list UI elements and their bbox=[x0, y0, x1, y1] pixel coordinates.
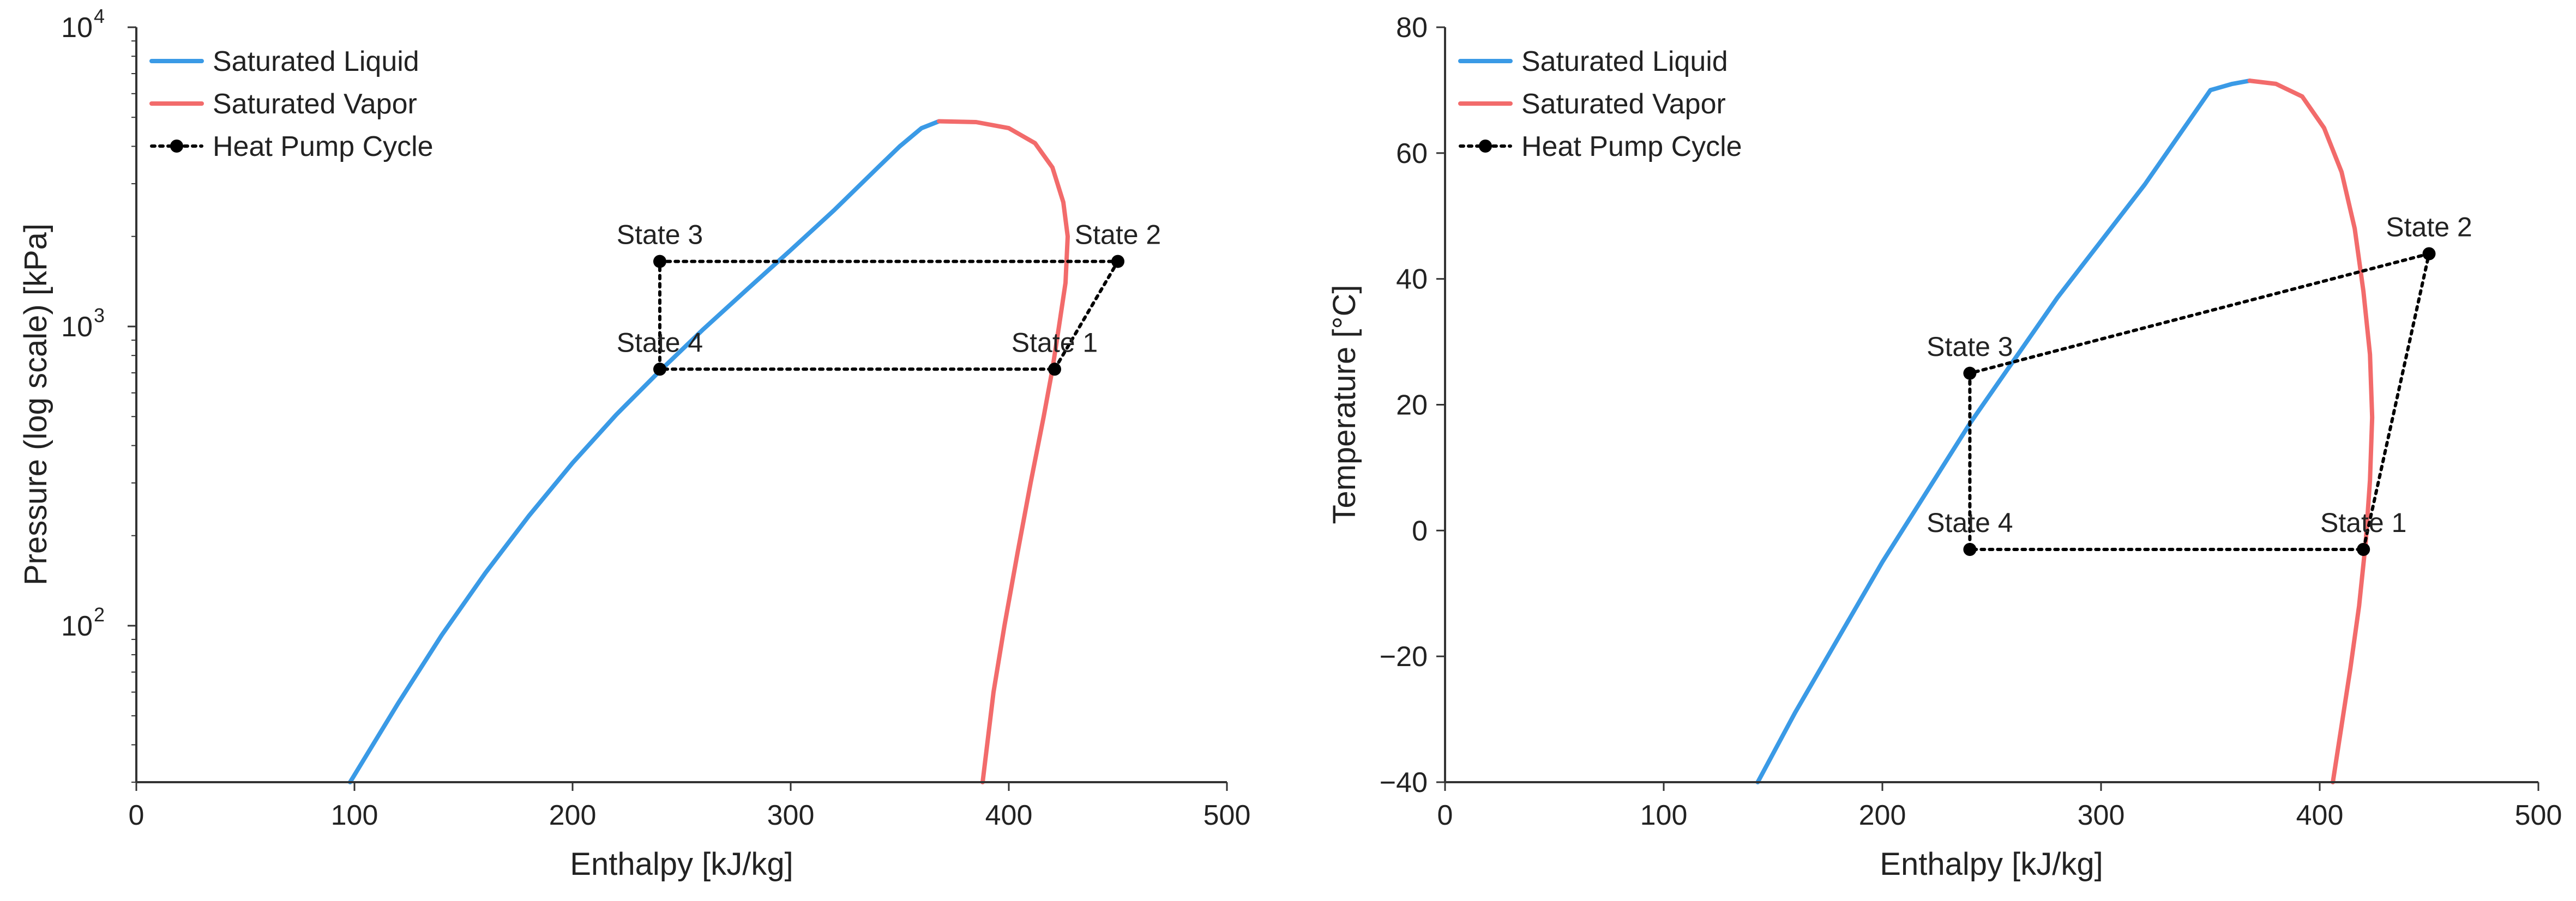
ph-x-tick-label: 0 bbox=[129, 800, 145, 831]
th-x-tick-label: 400 bbox=[2296, 800, 2344, 831]
ph-y-tick-label: 10 bbox=[61, 610, 93, 642]
ph-state-label: State 2 bbox=[1075, 220, 1161, 250]
th-legend-label: Saturated Liquid bbox=[1521, 46, 1728, 77]
ph-cycle-point bbox=[1111, 255, 1124, 268]
chart-ph: State 1 State 2 State 3 State 4 0 100 200 300 4… bbox=[18, 5, 1250, 882]
th-state-label: State 4 bbox=[1927, 507, 2013, 538]
th-y-tick-label: 60 bbox=[1396, 138, 1428, 170]
th-cycle-point bbox=[1963, 543, 1977, 556]
ph-cycle-point bbox=[653, 255, 666, 268]
th-cycle-point bbox=[2422, 247, 2436, 261]
th-y-tick-label: 80 bbox=[1396, 12, 1428, 44]
th-x-axis-title: Enthalpy [kJ/kg] bbox=[1880, 846, 2103, 882]
ph-y-tick-exponent: 4 bbox=[94, 5, 105, 27]
th-y-axis-title: Temperature [°C] bbox=[1327, 285, 1362, 524]
th-plot-layer: State 1 State 2 State 3 State 4 bbox=[1755, 78, 2472, 784]
ph-x-tick-label: 300 bbox=[767, 800, 815, 831]
ph-state-label: State 4 bbox=[617, 327, 703, 358]
th-cycle-point bbox=[1963, 366, 1977, 380]
ph-y-tick-exponent: 2 bbox=[94, 603, 105, 626]
th-series-liquid-line bbox=[1755, 78, 2252, 784]
th-state-label: State 2 bbox=[2386, 212, 2472, 243]
th-y-tick-label: −20 bbox=[1380, 641, 1428, 673]
ph-cycle-point bbox=[653, 362, 666, 376]
th-legend: Saturated Liquid Saturated Vapor Heat Pump… bbox=[1458, 46, 1742, 162]
th-legend-marker-cycle bbox=[1479, 140, 1492, 153]
th-x-tick-label: 300 bbox=[2078, 800, 2125, 831]
ph-series-vapor-line bbox=[937, 119, 1070, 784]
ph-y-tick-exponent: 3 bbox=[94, 304, 105, 326]
ph-state-label: State 3 bbox=[617, 220, 703, 250]
ph-legend-label: Heat Pump Cycle bbox=[213, 131, 434, 162]
ph-plot-layer: State 1 State 2 State 3 State 4 bbox=[348, 119, 1161, 784]
ph-state-label: State 1 bbox=[1012, 327, 1098, 358]
th-y-tick-label: 40 bbox=[1396, 264, 1428, 295]
th-x-tick-label: 0 bbox=[1437, 800, 1453, 831]
ph-legend-marker-cycle bbox=[170, 140, 183, 153]
ph-y-tick-label: 10 bbox=[61, 12, 93, 44]
ph-x-axis-title: Enthalpy [kJ/kg] bbox=[570, 846, 793, 882]
th-x-tick-label: 200 bbox=[1859, 800, 1906, 831]
ph-x-tick-label: 100 bbox=[331, 800, 378, 831]
th-series-cycle-line bbox=[1968, 252, 2431, 551]
th-y-tick-label: 0 bbox=[1412, 515, 1428, 547]
th-y-tick-label: 20 bbox=[1396, 390, 1428, 421]
th-state-label: State 3 bbox=[1927, 331, 2013, 362]
ph-x-tick-label: 500 bbox=[1203, 800, 1251, 831]
th-x-tick-label: 500 bbox=[2515, 800, 2562, 831]
ph-legend: Saturated Liquid Saturated Vapor Heat Pump… bbox=[149, 46, 434, 162]
th-cycle-point bbox=[2357, 543, 2370, 556]
ph-x-tick-label: 400 bbox=[985, 800, 1033, 831]
th-x-tick-label: 100 bbox=[1640, 800, 1688, 831]
th-x-ticks: 0 100 200 300 400 500 bbox=[1437, 782, 2562, 831]
ph-series-liquid-line bbox=[348, 119, 941, 784]
th-y-ticks: −40 −20 0 20 40 60 80 bbox=[1380, 12, 1445, 799]
ph-legend-label: Saturated Vapor bbox=[213, 88, 417, 120]
ph-y-axis-title: Pressure (log scale) [kPa] bbox=[18, 223, 53, 585]
ph-legend-label: Saturated Liquid bbox=[213, 46, 419, 77]
th-legend-label: Saturated Vapor bbox=[1521, 88, 1726, 120]
ph-y-tick-label: 10 bbox=[61, 311, 93, 343]
th-series-vapor-line bbox=[2247, 78, 2375, 784]
ph-x-ticks: 0 100 200 300 400 500 bbox=[129, 782, 1251, 831]
th-state-label: State 1 bbox=[2320, 507, 2406, 538]
th-legend-label: Heat Pump Cycle bbox=[1521, 131, 1742, 162]
ph-cycle-point bbox=[1048, 362, 1061, 376]
th-y-tick-label: −40 bbox=[1380, 767, 1428, 799]
ph-x-tick-label: 200 bbox=[549, 800, 597, 831]
